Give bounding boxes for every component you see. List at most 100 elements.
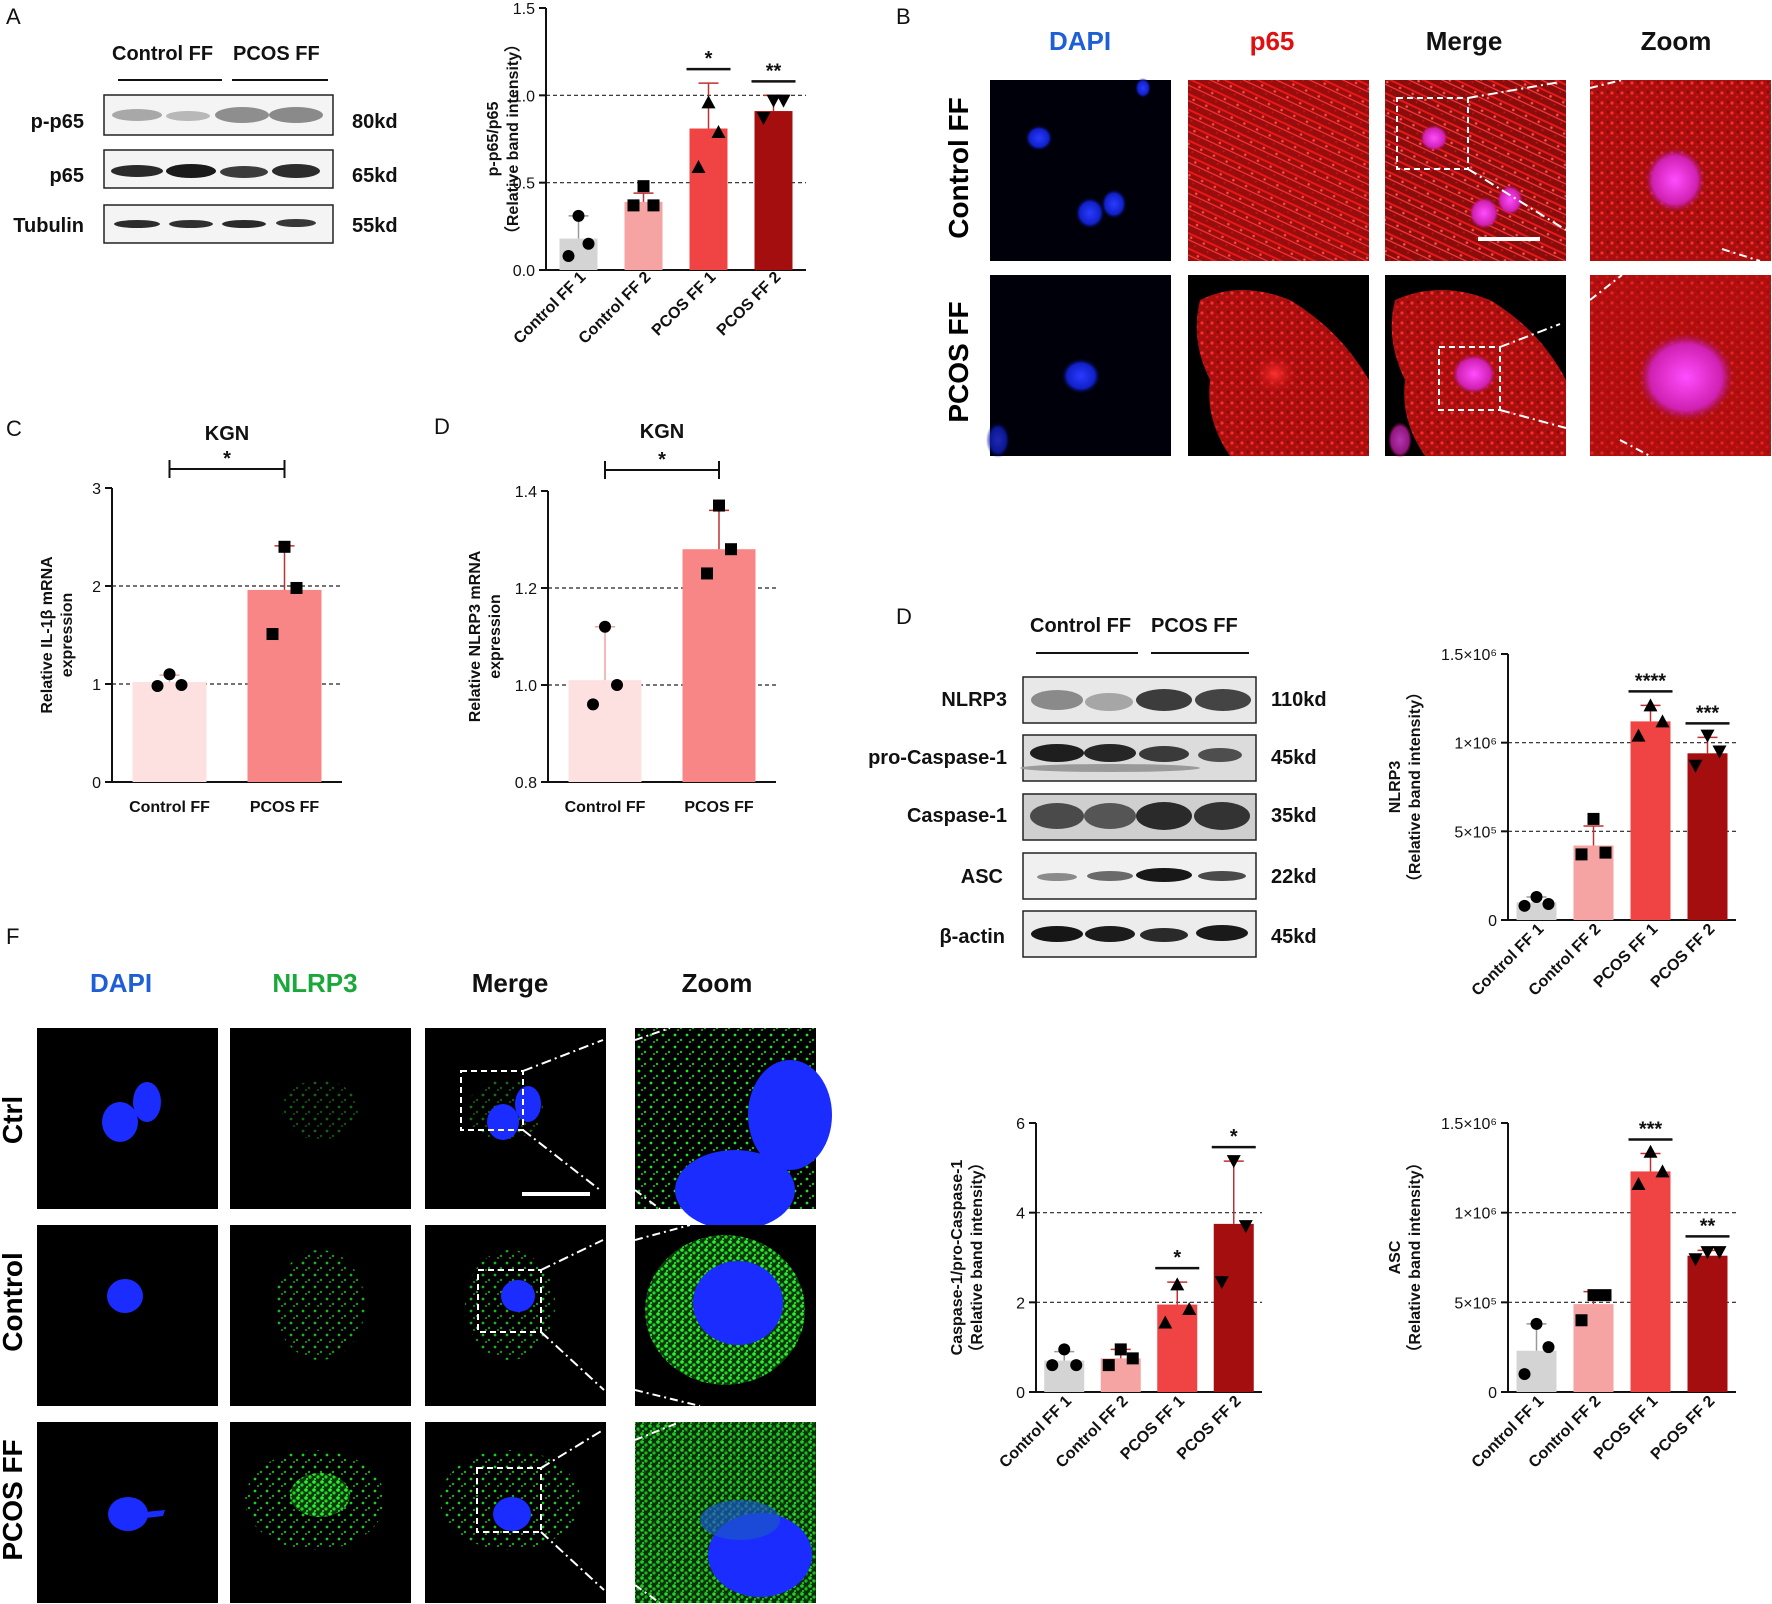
micrograph-dapi bbox=[986, 275, 1171, 458]
x-tick-label: PCOS FF 1 bbox=[649, 269, 720, 340]
blot-row-label: NLRP3 bbox=[941, 689, 1007, 711]
y-tick-label: 1 bbox=[92, 677, 101, 694]
micrograph-nlrp3 bbox=[230, 1028, 411, 1209]
panel-f-micrographs: DAPI NLRP3 Merge Zoom Ctrl Control PCOS … bbox=[0, 968, 832, 1604]
data-point bbox=[1655, 714, 1670, 728]
data-point bbox=[1182, 1302, 1197, 1316]
y-tick-label: 6 bbox=[1016, 1116, 1025, 1133]
blot-band bbox=[166, 111, 210, 121]
data-point bbox=[611, 679, 623, 691]
y-tick-label: 2 bbox=[1016, 1295, 1025, 1312]
data-point bbox=[1587, 1289, 1600, 1302]
data-point bbox=[713, 499, 725, 512]
chart-title: KGN bbox=[640, 421, 684, 443]
data-point bbox=[278, 540, 291, 553]
y-tick-label: 1.2 bbox=[515, 581, 537, 598]
micrograph-merge bbox=[1385, 80, 1566, 261]
y-tick-label: 0 bbox=[1016, 1385, 1025, 1402]
data-point bbox=[582, 237, 595, 250]
data-point bbox=[1518, 1368, 1531, 1381]
data-point bbox=[776, 94, 791, 108]
data-point bbox=[1170, 1277, 1185, 1291]
data-point bbox=[1226, 1155, 1241, 1169]
significance-mark: * bbox=[1173, 1247, 1181, 1269]
blot-group-label: Control FF bbox=[1030, 615, 1131, 637]
column-header: Merge bbox=[472, 968, 549, 998]
charts: 0.00.51.01.5p-p65/p65 （Relative band inte… bbox=[39, 1, 1736, 1471]
data-point bbox=[1530, 1317, 1543, 1330]
blot-band bbox=[220, 166, 268, 178]
data-point bbox=[756, 112, 771, 126]
data-point bbox=[766, 94, 781, 108]
data-point bbox=[599, 620, 611, 633]
data-point bbox=[290, 581, 303, 594]
data-point bbox=[163, 668, 176, 681]
micrograph-merge bbox=[425, 1028, 606, 1209]
y-tick-label: 2 bbox=[92, 579, 101, 596]
blot-row-label: Tubulin bbox=[13, 215, 84, 237]
significance-mark: **** bbox=[1635, 670, 1666, 692]
row-label: Control bbox=[0, 1252, 28, 1352]
x-tick-label: Control FF bbox=[129, 799, 210, 816]
data-point bbox=[1126, 1352, 1139, 1365]
chart-nlrp3: 0 5×10⁵ 1×10⁶ 1.5×10⁶ NLRP3 （Relative band in… bbox=[1387, 647, 1736, 999]
x-tick-label: Control FF bbox=[565, 799, 646, 816]
y-axis-label: expression bbox=[59, 593, 76, 677]
y-tick-label: 1.0 bbox=[513, 88, 535, 105]
y-tick-label: 1.5 bbox=[513, 1, 535, 18]
data-point bbox=[562, 250, 575, 263]
bar bbox=[624, 201, 663, 270]
panel-label-d-right: D bbox=[896, 604, 912, 629]
significance-mark: ** bbox=[766, 60, 782, 82]
micrograph-nlrp3 bbox=[230, 1225, 411, 1406]
blot-row-label: ASC bbox=[961, 866, 1003, 888]
blot-band bbox=[269, 107, 323, 123]
data-point bbox=[1575, 848, 1588, 861]
data-point bbox=[1518, 899, 1531, 912]
significance-mark: * bbox=[223, 448, 231, 470]
data-point bbox=[647, 199, 660, 212]
chart-asc: 0 5×10⁵ 1×10⁶ 1.5×10⁶ ASC （Relative band inte… bbox=[1387, 1116, 1736, 1471]
micrograph-zoom bbox=[634, 1421, 816, 1604]
y-axis-label: （Relative band intensity） bbox=[968, 1154, 986, 1360]
blot-band bbox=[215, 107, 269, 123]
blot-kd-label: 45kd bbox=[1271, 926, 1317, 948]
y-tick-label: 1×10⁶ bbox=[1454, 1206, 1497, 1223]
column-header: Merge bbox=[1426, 26, 1503, 56]
data-point bbox=[1599, 846, 1612, 859]
data-point bbox=[1530, 890, 1543, 903]
data-point bbox=[1700, 1246, 1715, 1260]
y-axis-label: （Relative band intensity） bbox=[1406, 1154, 1424, 1360]
micrograph-p65 bbox=[1188, 275, 1369, 456]
y-tick-label: 0 bbox=[1488, 1385, 1497, 1402]
micrograph-zoom bbox=[1589, 79, 1771, 262]
y-tick-label: 4 bbox=[1016, 1206, 1025, 1223]
significance-mark: * bbox=[705, 48, 713, 70]
bar bbox=[1687, 1255, 1728, 1392]
panel-label-b: B bbox=[896, 4, 911, 29]
blot-row-label: p65 bbox=[50, 165, 84, 187]
blot-band bbox=[114, 220, 160, 228]
blot-kd-label: 45kd bbox=[1271, 747, 1317, 769]
panel-label-d-left: D bbox=[434, 414, 450, 439]
blot-kd-label: 22kd bbox=[1271, 866, 1317, 888]
chart-d: 0.8 1.0 1.2 1.4 Relative NLRP3 mRNA expressio… bbox=[467, 421, 776, 816]
data-point bbox=[725, 543, 737, 556]
y-axis-label: NLRP3 bbox=[1387, 761, 1404, 814]
chart-c: 0 1 2 3 Relative IL-1β mRNA expression Control… bbox=[39, 423, 342, 816]
micrograph-zoom bbox=[634, 1224, 816, 1407]
data-point bbox=[1631, 728, 1646, 742]
blot-kd-label: 110kd bbox=[1271, 689, 1327, 711]
data-point bbox=[1070, 1359, 1083, 1372]
data-point bbox=[1631, 1176, 1646, 1190]
y-tick-label: 1.5×10⁶ bbox=[1441, 647, 1497, 664]
chart-caspase: 0 2 4 6 Caspase-1/pro-Caspase-1 （Relative ban… bbox=[949, 1116, 1262, 1471]
y-tick-label: 1.4 bbox=[515, 484, 537, 501]
blot-band bbox=[272, 164, 320, 178]
blot-row-label: β-actin bbox=[939, 926, 1005, 948]
micrograph-zoom bbox=[634, 1027, 832, 1230]
data-point bbox=[1575, 1314, 1588, 1327]
significance-mark: *** bbox=[1639, 1118, 1663, 1140]
bar bbox=[247, 589, 322, 782]
